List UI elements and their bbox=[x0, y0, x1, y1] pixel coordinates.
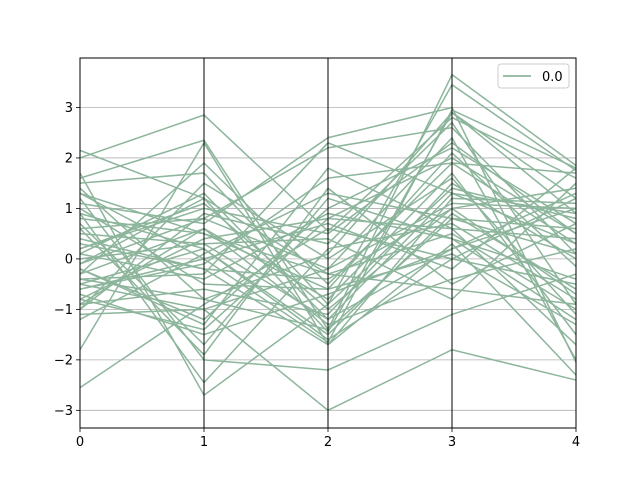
x-tick-label-1: 1 bbox=[200, 435, 208, 450]
y-tick-label-2: −1 bbox=[54, 303, 73, 318]
legend-label: 0.0 bbox=[542, 70, 563, 85]
x-tick-label-4: 4 bbox=[572, 435, 580, 450]
legend-box bbox=[497, 63, 570, 89]
x-tick-label-3: 3 bbox=[448, 435, 456, 450]
x-axis-ticks: 0 1 2 3 4 bbox=[76, 428, 580, 450]
y-tick-label-3: 0 bbox=[65, 252, 73, 267]
y-tick-label-0: −3 bbox=[54, 404, 73, 419]
y-tick-label-1: −2 bbox=[54, 353, 73, 368]
y-tick-label-5: 2 bbox=[65, 151, 73, 166]
x-tick-label-2: 2 bbox=[324, 435, 332, 450]
legend: 0.0 bbox=[497, 63, 570, 89]
y-axis-ticks: −3 −2 −1 0 1 2 3 bbox=[54, 101, 80, 419]
y-tick-label-6: 3 bbox=[65, 101, 73, 116]
y-tick-label-4: 1 bbox=[65, 202, 73, 217]
x-tick-label-0: 0 bbox=[76, 435, 84, 450]
